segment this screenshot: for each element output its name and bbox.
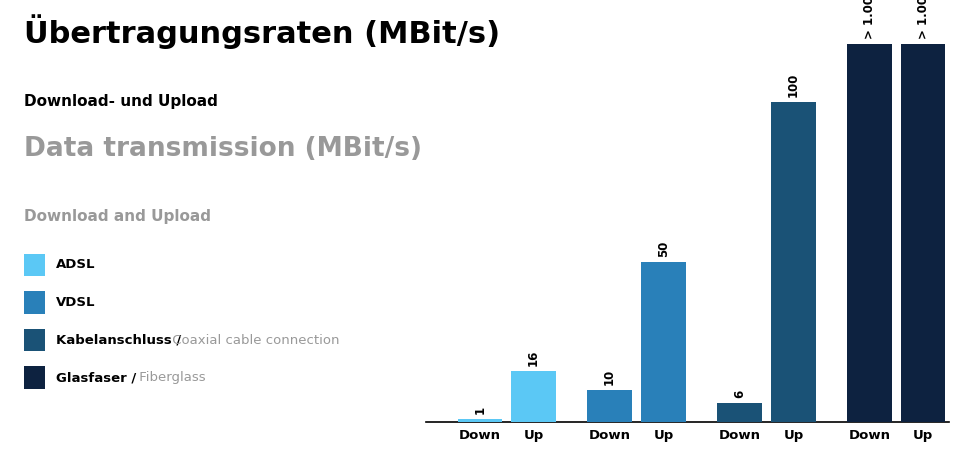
Bar (771, 102, 816, 422)
Text: 16: 16 (528, 350, 540, 366)
Text: Kabelanschluss /: Kabelanschluss / (56, 333, 181, 347)
Text: Fiberglass: Fiberglass (136, 371, 206, 384)
Text: 100: 100 (787, 72, 800, 97)
Text: > 1.000: > 1.000 (917, 0, 930, 39)
Text: Coaxial cable connection: Coaxial cable connection (168, 333, 340, 347)
Text: 10: 10 (603, 369, 617, 385)
Bar (901, 44, 946, 422)
Bar (511, 371, 556, 422)
Text: Glasfaser /: Glasfaser / (56, 371, 136, 384)
Text: VDSL: VDSL (56, 296, 96, 309)
Bar (717, 403, 762, 422)
Text: Übertragungsraten (MBit/s): Übertragungsraten (MBit/s) (24, 14, 500, 49)
Bar (458, 419, 502, 422)
Text: ADSL: ADSL (56, 258, 96, 272)
Bar (642, 262, 685, 422)
Text: Data transmission (MBit/s): Data transmission (MBit/s) (24, 136, 422, 162)
Bar (588, 390, 632, 422)
Text: Download and Upload: Download and Upload (24, 209, 211, 224)
Text: 1: 1 (473, 406, 486, 414)
Text: > 1.000: > 1.000 (862, 0, 876, 39)
Bar (847, 44, 892, 422)
Text: Download- und Upload: Download- und Upload (24, 94, 218, 109)
Text: 50: 50 (657, 241, 670, 257)
Text: 6: 6 (733, 390, 746, 398)
